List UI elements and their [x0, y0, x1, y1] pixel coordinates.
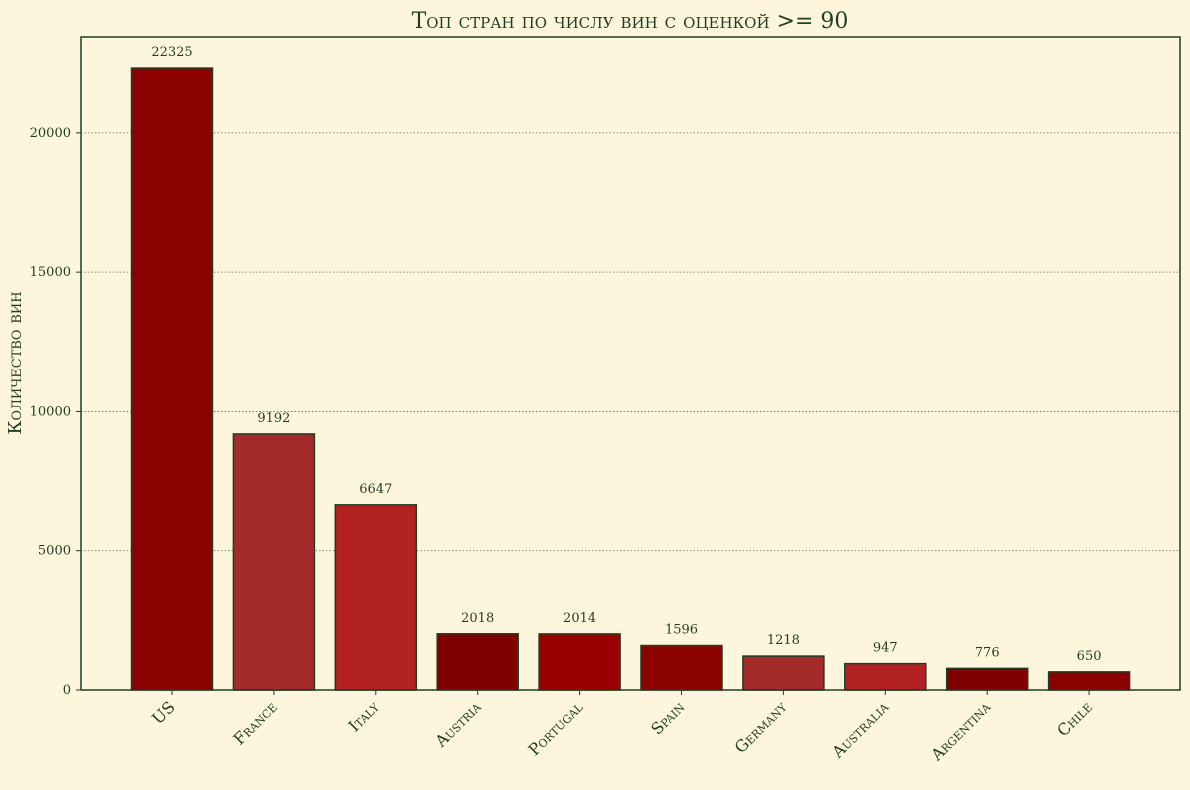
data-label: 2014 [563, 611, 596, 626]
data-label: 22325 [151, 45, 192, 60]
x-tick-label: Australia [827, 697, 892, 762]
x-tick-label: Germany [731, 697, 791, 757]
chart-title: Топ стран по числу вин с оценкой >= 90 [412, 9, 849, 34]
bar-argentina [945, 667, 1029, 691]
x-tick-label: Spain [647, 697, 688, 738]
y-axis-label: Количество вин [5, 291, 26, 434]
y-tick-label: 10000 [30, 404, 71, 419]
y-tick-label: 0 [63, 683, 71, 698]
x-tick-label: Austria [431, 697, 486, 752]
x-tick-label: Chile [1053, 697, 1096, 740]
x-tick-label: Portugal [525, 697, 587, 759]
bar-us [130, 67, 214, 691]
y-ticks: 0 5000 10000 15000 20000 [30, 126, 81, 698]
bar-australia [844, 662, 927, 691]
data-labels: 22325 9192 6647 2018 2014 1596 1218 947 776 650 [151, 45, 1101, 664]
y-tick-label: 5000 [38, 544, 71, 559]
data-label: 776 [975, 645, 1000, 660]
x-ticks: US France Italy Austria Portugal Spain Germany… [148, 690, 1096, 765]
data-label: 6647 [359, 482, 392, 497]
x-tick-label: France [230, 697, 281, 748]
data-label: 2018 [461, 611, 494, 626]
data-label: 1596 [665, 623, 698, 638]
bar-germany [742, 655, 825, 691]
x-tick-label: US [148, 697, 179, 728]
y-tick-label: 15000 [30, 265, 71, 280]
bar-portugal [538, 633, 621, 691]
bars [130, 67, 1131, 691]
x-tick-label: Argentina [926, 697, 994, 765]
plot-frame [80, 36, 1181, 691]
data-label: 9192 [257, 411, 290, 426]
bar-spain [640, 644, 723, 691]
data-label: 1218 [767, 633, 800, 648]
x-tick-label: Italy [345, 697, 384, 736]
data-label: 650 [1077, 649, 1102, 664]
bar-austria [436, 633, 519, 691]
bar-italy [334, 504, 418, 691]
bar-france [232, 433, 316, 691]
bar-chile [1047, 671, 1131, 691]
data-label: 947 [873, 641, 898, 656]
y-tick-label: 20000 [30, 126, 71, 141]
